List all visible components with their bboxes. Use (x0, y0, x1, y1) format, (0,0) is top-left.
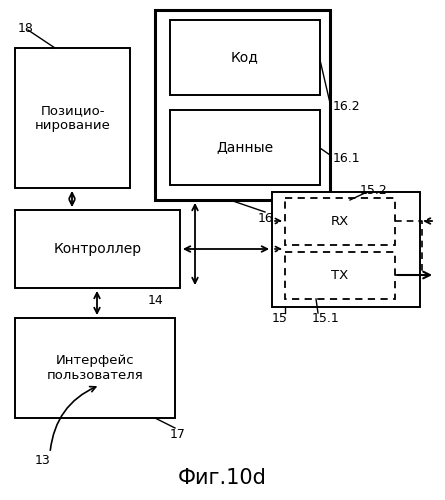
Text: Фиг.10d: Фиг.10d (178, 468, 267, 488)
Text: 15.1: 15.1 (312, 312, 340, 324)
Text: 16: 16 (258, 212, 274, 224)
Bar (15, 48, 130, 188)
Text: 16.1: 16.1 (333, 152, 360, 164)
Bar (170, 110, 320, 185)
Bar (170, 20, 320, 95)
Text: 15.2: 15.2 (360, 184, 388, 196)
Text: Контроллер: Контроллер (53, 242, 142, 256)
Text: Данные: Данные (216, 140, 274, 154)
Bar (155, 10, 330, 200)
Text: 15: 15 (272, 312, 288, 324)
Text: 16.2: 16.2 (333, 100, 360, 112)
Text: TX: TX (332, 269, 348, 282)
Text: 17: 17 (170, 428, 186, 440)
Bar (15, 210, 180, 288)
Bar (285, 198, 395, 245)
Text: 14: 14 (148, 294, 164, 306)
Bar (272, 192, 420, 307)
Text: RX: RX (331, 215, 349, 228)
Text: 18: 18 (18, 22, 34, 35)
Bar (15, 318, 175, 418)
Text: Интерфейс
пользователя: Интерфейс пользователя (47, 354, 143, 382)
Text: 13: 13 (35, 454, 51, 466)
Bar (285, 252, 395, 299)
Text: Позицио-
нирование: Позицио- нирование (35, 104, 110, 132)
Text: Код: Код (231, 50, 259, 64)
